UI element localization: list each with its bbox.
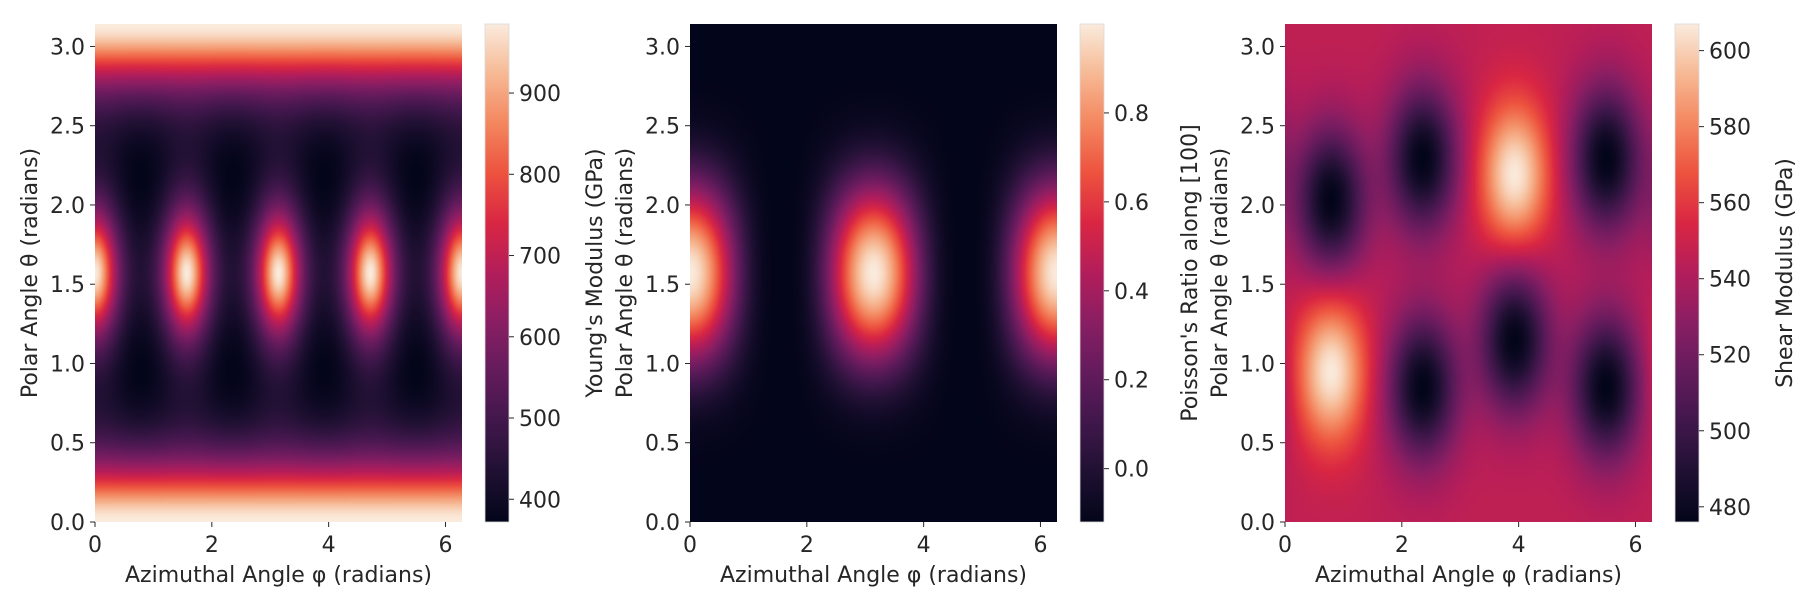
y-tick-label: 1.0	[645, 352, 680, 377]
y-tick-label: 1.0	[50, 352, 85, 377]
colorbar-tick-label: 0.8	[1114, 102, 1149, 127]
colorbar-tick-label: 900	[519, 82, 561, 107]
y-tick-label: 0.0	[645, 511, 680, 536]
colorbar-tick-label: 800	[519, 163, 561, 188]
colorbar-gradient	[1674, 23, 1700, 523]
x-tick-label: 0	[683, 533, 697, 558]
x-tick-label: 6	[1033, 533, 1047, 558]
colorbar-tick-label: 480	[1709, 496, 1751, 521]
colorbar-label: Young's Modulus (GPa)	[583, 148, 608, 398]
colorbar-tick-label: 500	[519, 407, 561, 432]
y-tick-label: 2.0	[1240, 194, 1275, 219]
x-tick-label: 4	[1512, 533, 1526, 558]
x-tick-label: 0	[1278, 533, 1292, 558]
x-tick-label: 2	[800, 533, 814, 558]
y-tick-label: 2.5	[1240, 115, 1275, 140]
colorbar-tick-label: 580	[1709, 116, 1751, 141]
colorbar-tick-label: 600	[1709, 40, 1751, 65]
heatmap-panel-3: 0 2 4 6 0.0 0.5 1.0 1.5 2.0 2.5 3.0 Azimuthal Angle…	[1208, 23, 1798, 588]
colorbar-tick-label: 600	[519, 326, 561, 351]
y-tick-label: 2.0	[645, 194, 680, 219]
colorbar-tick-label: 520	[1709, 344, 1751, 369]
y-tick-label: 1.0	[1240, 352, 1275, 377]
y-tick-label: 0.0	[1240, 511, 1275, 536]
x-tick-label: 2	[1395, 533, 1409, 558]
y-tick-label: 1.5	[1240, 273, 1275, 298]
heatmap-image	[1285, 24, 1652, 522]
colorbar-tick-label: 0.4	[1114, 280, 1149, 305]
heatmap-image	[690, 24, 1057, 522]
x-tick-label: 4	[322, 533, 336, 558]
y-tick-label: 2.0	[50, 194, 85, 219]
heatmap-panel-1: 0 2 4 6 0.0 0.5 1.0 1.5 2.0 2.5 3.0 Azimuthal Angle…	[18, 23, 608, 588]
y-tick-label: 3.0	[50, 35, 85, 60]
colorbar-tick-label: 560	[1709, 192, 1751, 217]
y-tick-label: 1.5	[645, 273, 680, 298]
y-axis-label: Polar Angle θ (radians)	[613, 148, 638, 398]
y-tick-label: 0.5	[1240, 432, 1275, 457]
x-axis-label: Azimuthal Angle φ (radians)	[125, 563, 432, 588]
colorbar-tick-label: 540	[1709, 268, 1751, 293]
x-tick-label: 4	[917, 533, 931, 558]
y-tick-label: 3.0	[645, 35, 680, 60]
y-axis-label: Polar Angle θ (radians)	[18, 148, 43, 398]
colorbar: 480 500 520 540 560 580 600 Shear Modulus (GPa)	[1674, 23, 1798, 523]
y-tick-label: 2.5	[50, 115, 85, 140]
colorbar-tick-label: 0.6	[1114, 191, 1149, 216]
y-tick-label: 1.5	[50, 273, 85, 298]
x-tick-label: 6	[438, 533, 452, 558]
x-tick-label: 2	[205, 533, 219, 558]
x-axis-label: Azimuthal Angle φ (radians)	[720, 563, 1027, 588]
y-tick-label: 0.5	[50, 432, 85, 457]
colorbar-tick-label: 0.0	[1114, 458, 1149, 483]
y-tick-label: 3.0	[1240, 35, 1275, 60]
colorbar-gradient	[1079, 23, 1105, 523]
colorbar-label: Poisson's Ratio along [100]	[1178, 124, 1203, 421]
colorbar: 0.0 0.2 0.4 0.6 0.8 Poisson's Ratio along [10…	[1079, 23, 1203, 523]
y-tick-label: 2.5	[645, 115, 680, 140]
x-tick-label: 6	[1628, 533, 1642, 558]
heatmap-panel-2: 0 2 4 6 0.0 0.5 1.0 1.5 2.0 2.5 3.0 Azimuthal Angle…	[613, 23, 1203, 588]
x-axis-label: Azimuthal Angle φ (radians)	[1315, 563, 1622, 588]
x-tick-label: 0	[88, 533, 102, 558]
colorbar: 400 500 600 700 800 900 Young's Modulus (GPa)	[484, 23, 608, 523]
colorbar-label: Shear Modulus (GPa)	[1773, 158, 1798, 388]
y-axis-label: Polar Angle θ (radians)	[1208, 148, 1233, 398]
colorbar-tick-label: 500	[1709, 420, 1751, 445]
heatmap-image	[95, 24, 462, 522]
y-tick-label: 0.0	[50, 511, 85, 536]
colorbar-tick-label: 0.2	[1114, 369, 1149, 394]
colorbar-gradient	[484, 23, 510, 523]
colorbar-tick-label: 700	[519, 245, 561, 270]
y-tick-label: 0.5	[645, 432, 680, 457]
colorbar-tick-label: 400	[519, 488, 561, 513]
